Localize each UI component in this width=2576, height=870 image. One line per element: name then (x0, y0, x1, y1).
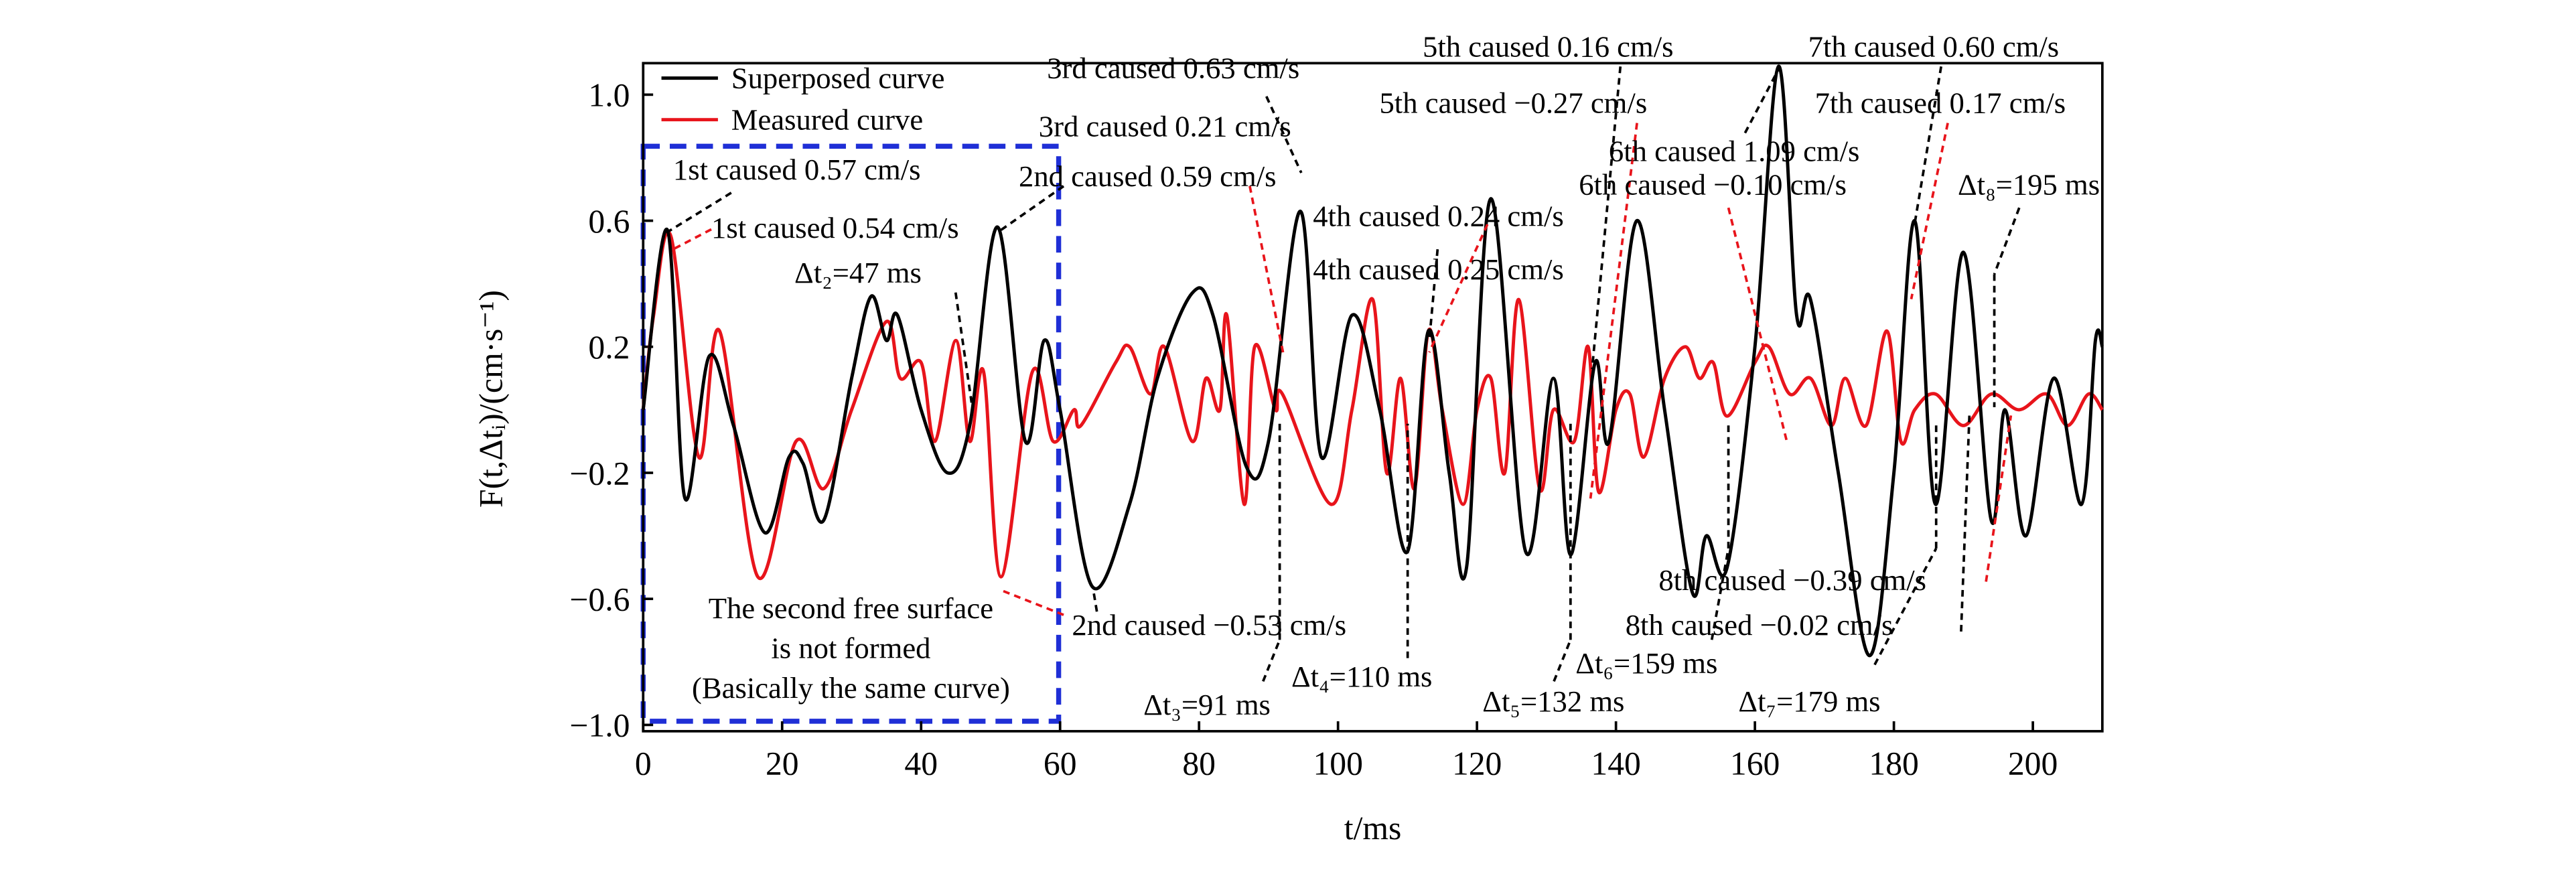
annotation: Δt₈=195 ms (1958, 167, 2100, 201)
annotation: 7th caused 0.17 cm/s (1815, 86, 2066, 120)
annotation: Δt₄=110 ms (1291, 660, 1432, 693)
legend-label: Superposed curve (731, 62, 945, 95)
annotation: 6th caused 1.09 cm/s (1609, 135, 1860, 168)
leader-line (1000, 589, 1064, 616)
x-tick-label: 140 (1591, 745, 1640, 782)
annotation: 7th caused 0.60 cm/s (1808, 29, 2060, 63)
annotation: 2nd caused 0.59 cm/s (1019, 159, 1276, 193)
box-note: is not formed (771, 632, 930, 665)
leader-line (1960, 415, 1971, 632)
y-tick-label: −0.2 (569, 455, 630, 492)
x-tick-label: 180 (1869, 745, 1918, 782)
y-tick-label: 0.2 (588, 329, 630, 366)
leader-line (1993, 207, 2021, 275)
x-axis-label: t/ms (1344, 810, 1401, 847)
leader-line (1553, 639, 1572, 682)
leader-line (1265, 96, 1303, 173)
annotation: 4th caused 0.25 cm/s (1313, 252, 1564, 286)
leader-line (666, 192, 732, 234)
annotation: 3rd caused 0.63 cm/s (1047, 52, 1299, 85)
leader-line (1262, 639, 1281, 682)
legend-label: Measured curve (731, 103, 923, 137)
x-tick-label: 60 (1044, 745, 1077, 782)
annotation: 4th caused 0.24 cm/s (1313, 199, 1564, 232)
leader-line (1710, 548, 1730, 640)
annotation: Δt₃=91 ms (1143, 688, 1271, 721)
annotation: 3rd caused 0.21 cm/s (1039, 109, 1291, 143)
annotation: 1st caused 0.57 cm/s (673, 153, 921, 186)
x-tick-label: 20 (766, 745, 799, 782)
x-tick-label: 200 (2008, 745, 2058, 782)
annotation: Δt₂=47 ms (794, 256, 922, 289)
leader-line (672, 228, 712, 250)
leader-line (954, 292, 974, 408)
leader-line (1910, 123, 1949, 300)
leader-line (1428, 224, 1489, 353)
x-tick-label: 40 (904, 745, 938, 782)
annotation: 6th caused −0.10 cm/s (1579, 167, 1847, 201)
leader-line (1743, 69, 1780, 134)
annotation: 5th caused −0.27 cm/s (1379, 86, 1647, 120)
y-tick-label: 0.6 (588, 203, 630, 240)
x-tick-label: 160 (1730, 745, 1780, 782)
leader-line (996, 185, 1065, 234)
annotation: Δt₇=179 ms (1738, 684, 1880, 718)
box-note: The second free surface (709, 591, 993, 625)
box-note: (Basically the same curve) (692, 671, 1010, 705)
x-tick-label: 100 (1313, 745, 1362, 782)
leader-line (1092, 591, 1098, 612)
x-tick-label: 80 (1182, 745, 1216, 782)
y-tick-label: 1.0 (588, 77, 630, 114)
leader-line (1589, 123, 1638, 499)
leader-line (1248, 186, 1285, 353)
annotation: Δt₆=159 ms (1575, 646, 1717, 680)
annotation: 2nd caused −0.53 cm/s (1072, 608, 1346, 642)
leader-line (1428, 249, 1439, 341)
leader-line (1913, 66, 1942, 225)
series-line (641, 230, 2104, 581)
y-tick-label: −1.0 (569, 707, 630, 744)
annotation: 8th caused −0.02 cm/s (1626, 608, 1893, 642)
x-tick-label: 120 (1452, 745, 1502, 782)
leader-line (1873, 547, 1938, 666)
x-tick-label: 0 (635, 745, 652, 782)
annotation: 8th caused −0.39 cm/s (1658, 563, 1926, 597)
annotation: Δt₅=132 ms (1482, 684, 1624, 718)
leader-line (1985, 415, 2013, 582)
leader-line (1591, 66, 1622, 370)
leader-line (1727, 207, 1788, 441)
y-tick-label: −0.6 (569, 581, 630, 618)
annotation: 5th caused 0.16 cm/s (1423, 29, 1674, 63)
y-axis-label: F(t,Δtᵢ)/(cm·s⁻¹) (472, 290, 509, 508)
highlight-box (640, 143, 1062, 724)
series-line (641, 64, 2104, 658)
annotation: 1st caused 0.54 cm/s (711, 211, 959, 244)
